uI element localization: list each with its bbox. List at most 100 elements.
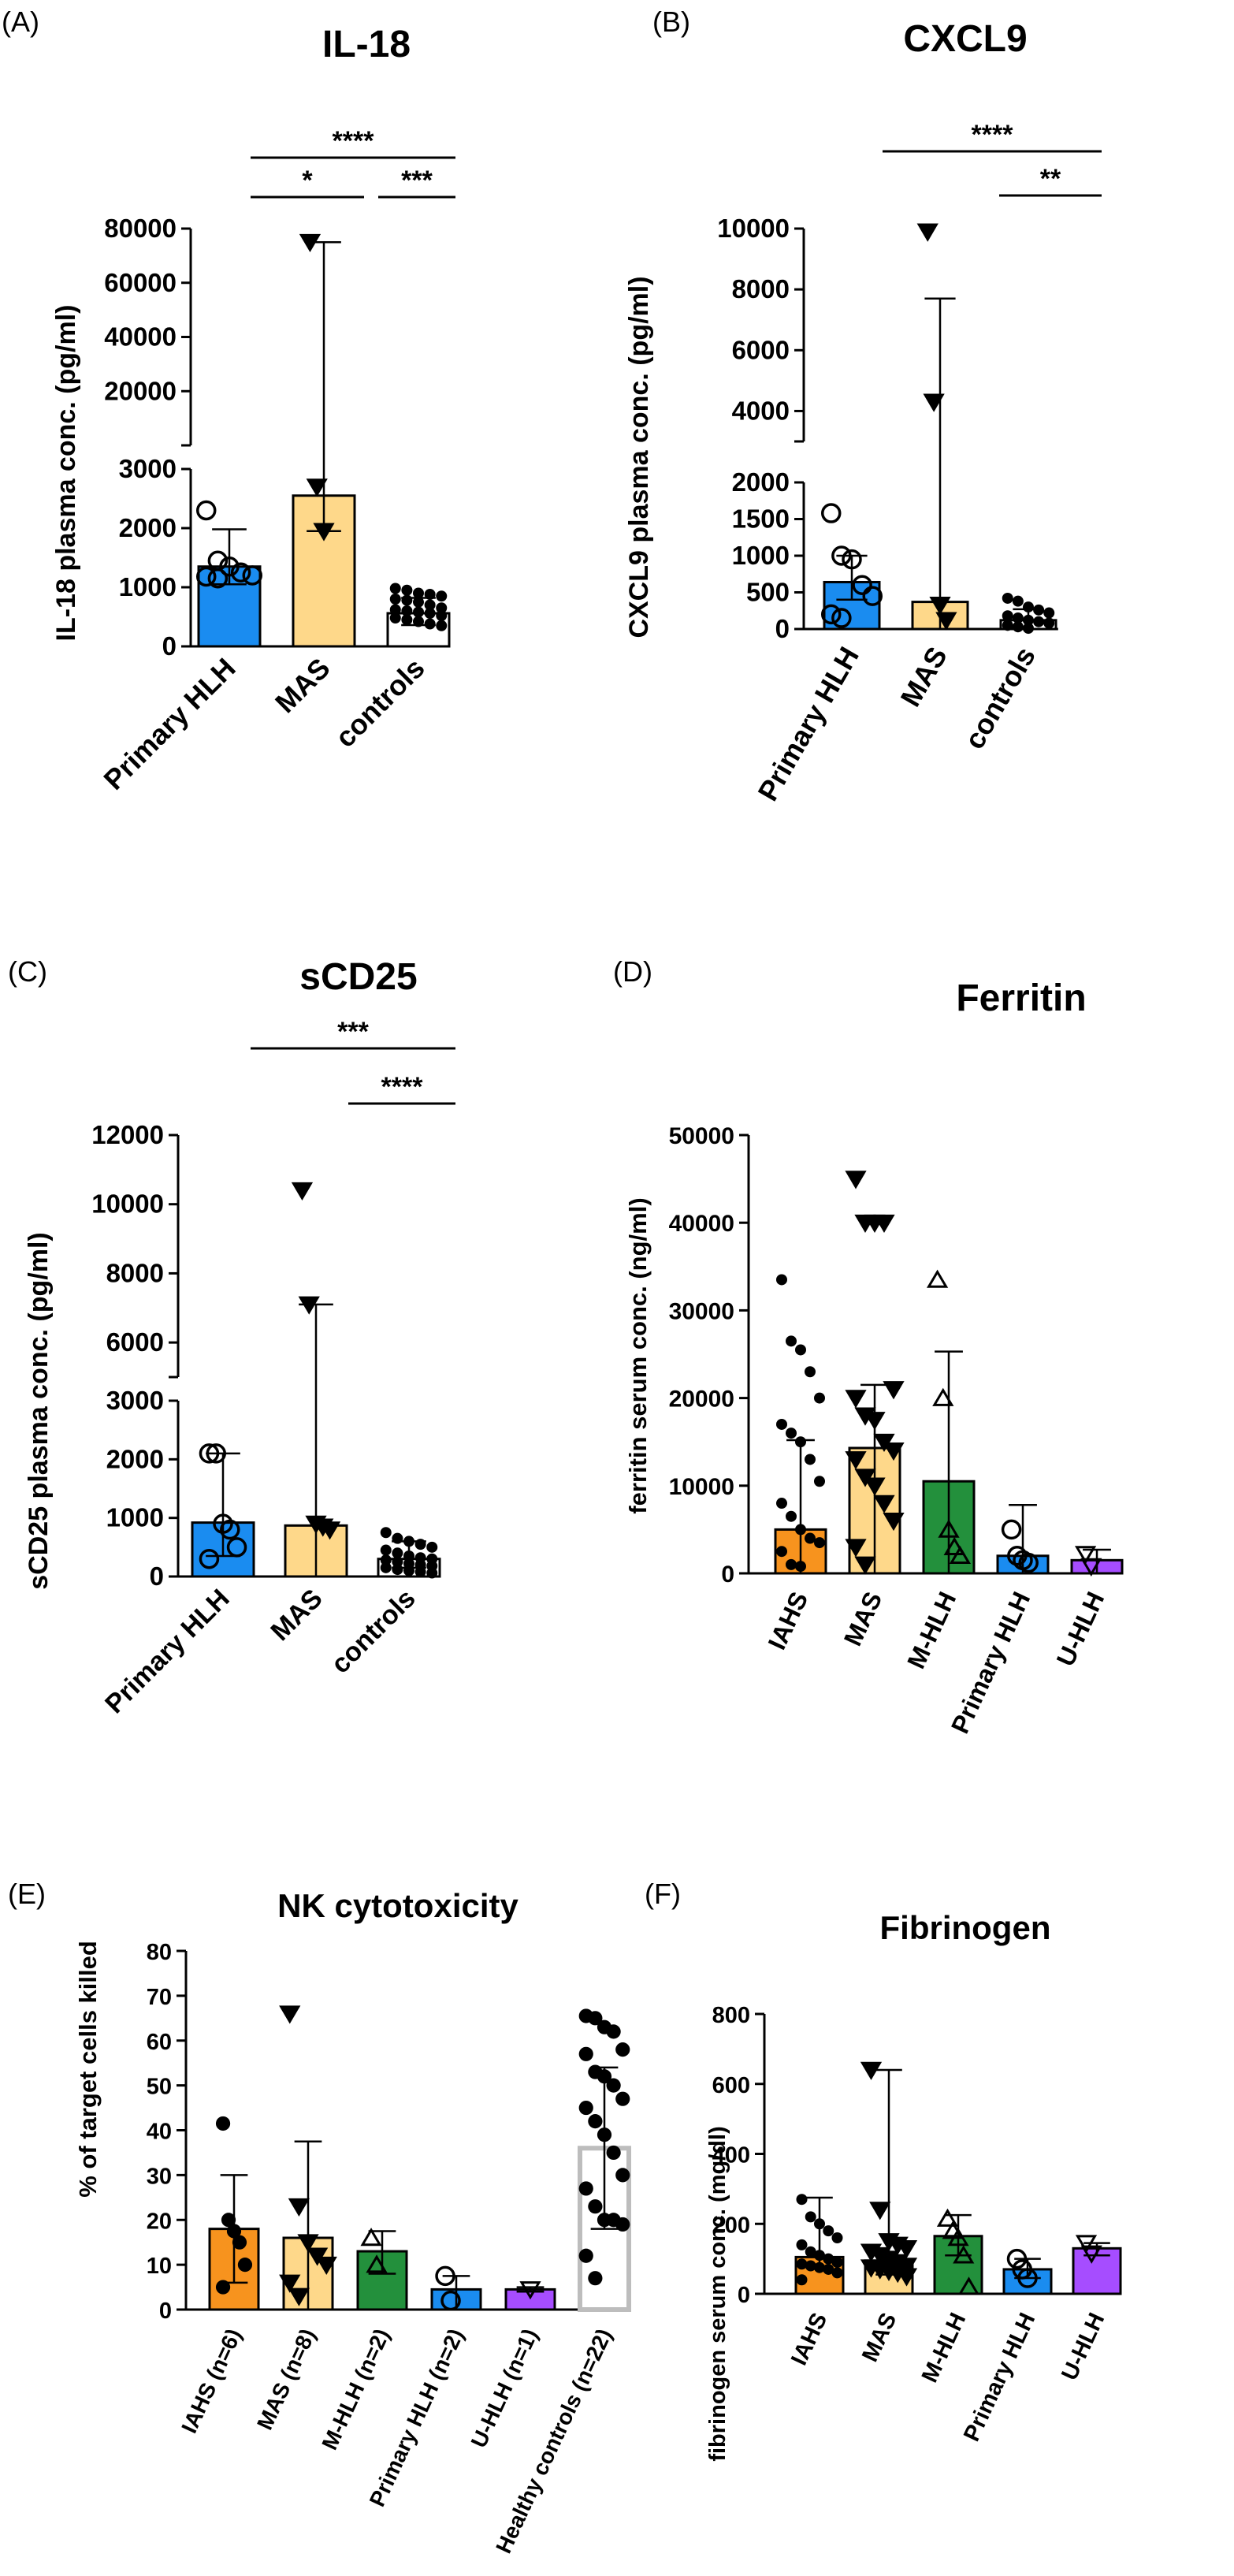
data-point [588, 2271, 603, 2286]
panel-label-c: (C) [8, 955, 47, 988]
y-tick-label: 200 [712, 2213, 750, 2238]
data-point [1023, 623, 1034, 635]
data-point [403, 1565, 414, 1576]
data-point [1023, 601, 1034, 613]
data-point [401, 614, 413, 626]
data-point [1074, 1546, 1097, 1565]
category-label: Primary HLH [959, 2309, 1040, 2445]
data-point [1075, 2235, 1098, 2254]
title-a: IL-18 [322, 24, 411, 65]
data-point [424, 608, 436, 619]
data-point [943, 1536, 965, 1555]
y-tick-label: 0 [738, 2283, 750, 2308]
data-point [845, 1390, 867, 1409]
data-point [606, 2145, 621, 2161]
data-point [578, 2181, 593, 2196]
category-label: MAS [269, 652, 336, 720]
significance-label: **** [333, 126, 375, 156]
data-point [401, 594, 413, 606]
data-point [1002, 592, 1013, 604]
data-point [805, 2246, 816, 2258]
category-label: IAHS [762, 1588, 813, 1655]
y-tick-label: 0 [159, 2299, 172, 2324]
chart-2: 0 500 1000 1500 2000 4000 6000 8000 10000 Primary… [717, 120, 1102, 806]
data-point [215, 2280, 231, 2295]
data-point [242, 565, 262, 586]
y-tick-label: 60 [147, 2030, 172, 2055]
data-point [831, 2267, 843, 2279]
data-point [795, 1344, 806, 1356]
category-label: MAS [857, 2309, 901, 2366]
y-tick-label: 0 [721, 1562, 734, 1588]
data-point [297, 2234, 319, 2253]
data-point [776, 1274, 787, 1286]
data-point [932, 1387, 954, 1406]
data-point [929, 597, 951, 616]
data-point [823, 2225, 834, 2237]
data-point [414, 1539, 426, 1550]
data-point [796, 2274, 808, 2286]
data-point [279, 2005, 301, 2024]
category-label: controls [325, 1584, 422, 1680]
category-label: M-HLH [917, 2309, 971, 2386]
data-point [796, 2239, 808, 2250]
y-tick-label: 6000 [732, 335, 790, 364]
y-tick-label: 80000 [104, 214, 177, 243]
category-label: Primary HLH [99, 1584, 236, 1720]
data-point [831, 2232, 843, 2243]
data-point [831, 608, 852, 628]
data-point [279, 2274, 301, 2293]
significance-label: ** [1040, 164, 1061, 194]
data-point [805, 1454, 816, 1465]
data-point [821, 604, 842, 625]
data-point [1043, 607, 1055, 619]
data-point [1043, 617, 1055, 629]
y-tick-label: 6000 [106, 1327, 164, 1357]
data-point [606, 2078, 621, 2093]
data-point [953, 2245, 975, 2264]
y-tick-label: 8000 [106, 1258, 164, 1287]
y-tick-label: 600 [712, 2073, 750, 2098]
y-tick-label: 8000 [732, 274, 790, 303]
title-c: sCD25 [299, 956, 417, 998]
data-point [1017, 2268, 1038, 2288]
data-point [401, 605, 413, 616]
y-tick-label: 70 [147, 1985, 172, 2010]
category-label: MAS [265, 1584, 328, 1647]
title-d: Ferritin [956, 977, 1086, 1019]
y-tick-label: 1500 [732, 504, 790, 534]
significance-label: **** [381, 1072, 424, 1102]
data-point [401, 584, 413, 596]
data-point [413, 606, 424, 618]
data-point [392, 1532, 403, 1544]
data-point [436, 590, 448, 602]
data-point [315, 2256, 337, 2275]
data-point [578, 2046, 593, 2061]
category-label: M-HLH (n=2) [317, 2325, 394, 2453]
y-tick-label: 2000 [119, 513, 177, 542]
data-point [854, 1469, 876, 1487]
data-point [436, 602, 448, 614]
category-label: MAS [838, 1588, 888, 1651]
data-point [215, 2116, 231, 2131]
data-point [949, 1545, 972, 1565]
data-point [615, 2042, 630, 2057]
data-point [845, 1171, 867, 1189]
y-tick-label: 10 [147, 2254, 172, 2279]
data-point [776, 1498, 787, 1509]
data-point [864, 1477, 886, 1496]
y-tick-label: 10000 [669, 1474, 734, 1500]
significance-label: **** [972, 120, 1014, 150]
data-point [307, 2247, 329, 2266]
data-point [786, 1558, 797, 1570]
data-point [1080, 1558, 1102, 1576]
data-point [366, 2254, 388, 2273]
category-label: Primary HLH [946, 1588, 1036, 1738]
ylabel-d: ferritin serum conc. (ng/ml) [624, 1197, 652, 1513]
category-label: Primary HLH [97, 652, 241, 796]
data-point [380, 1527, 392, 1539]
y-tick-label: 10000 [717, 214, 790, 243]
data-point [313, 523, 335, 542]
data-point [392, 1547, 403, 1559]
data-point [424, 618, 436, 630]
